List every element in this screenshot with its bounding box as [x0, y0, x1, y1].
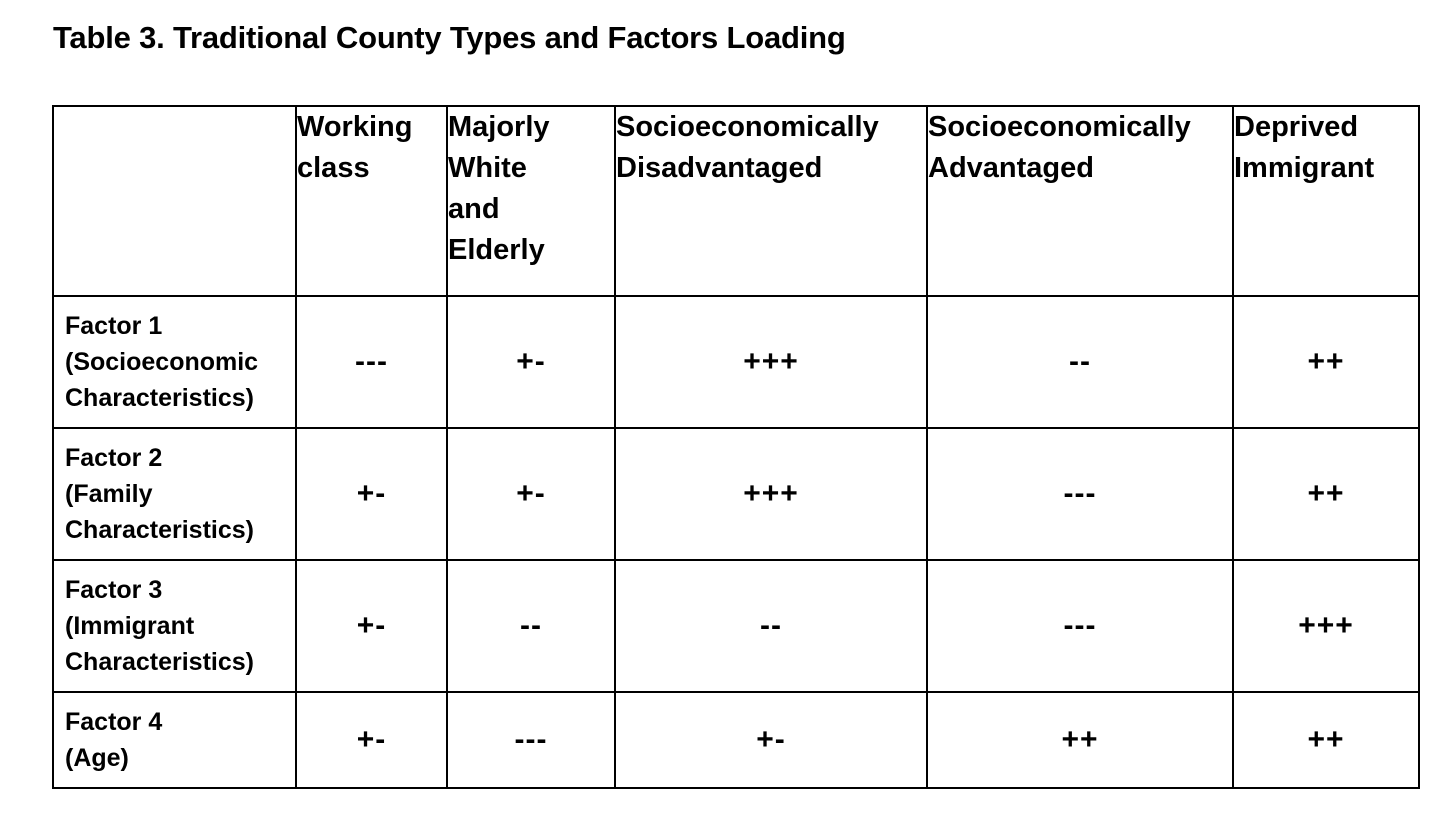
header-deprived-immigrant: Deprived Immigrant	[1232, 105, 1420, 297]
header-line: and	[448, 193, 500, 225]
cell-value: +-	[295, 559, 448, 693]
row-label-line: Factor 4	[65, 708, 163, 736]
row-label-factor-1: Factor 1 (Socioeconomic Characteristics)	[52, 295, 297, 429]
row-label-line: Characteristics)	[65, 648, 254, 676]
cell-value: +++	[614, 295, 928, 429]
row-label-line: (Family	[65, 480, 153, 508]
row-label-line: Factor 2	[65, 444, 163, 472]
row-label-line: (Age)	[65, 744, 129, 772]
header-majorly-white-elderly: Majorly White and Elderly	[446, 105, 616, 297]
cell-value: +++	[614, 427, 928, 561]
header-working-class: Working class	[295, 105, 448, 297]
header-row: Working class Majorly White and Elderly …	[52, 105, 1420, 297]
cell-value: ---	[926, 427, 1234, 561]
row-label-factor-4: Factor 4 (Age)	[52, 691, 297, 789]
row-label-factor-2: Factor 2 (Family Characteristics)	[52, 427, 297, 561]
factor-loading-table: Working class Majorly White and Elderly …	[52, 105, 1420, 789]
row-label-line: Factor 1	[65, 312, 163, 340]
cell-value: ++	[926, 691, 1234, 789]
header-line: Socioeconomically	[616, 111, 879, 143]
header-socioeconomically-advantaged: Socioeconomically Advantaged	[926, 105, 1234, 297]
header-line: Advantaged	[928, 152, 1094, 184]
cell-value: --	[446, 559, 616, 693]
table-row: Factor 2 (Family Characteristics) +- +- …	[52, 427, 1420, 561]
header-socioeconomically-disadvantaged: Socioeconomically Disadvantaged	[614, 105, 928, 297]
row-label-line: (Immigrant	[65, 612, 195, 640]
table-row: Factor 3 (Immigrant Characteristics) +- …	[52, 559, 1420, 693]
header-line: Immigrant	[1234, 152, 1375, 184]
cell-value: +-	[295, 427, 448, 561]
cell-value: +++	[1232, 559, 1420, 693]
header-line: Deprived	[1234, 111, 1359, 143]
row-label-line: Factor 3	[65, 576, 163, 604]
cell-value: +-	[446, 427, 616, 561]
header-line: Elderly	[448, 234, 545, 266]
cell-value: ---	[295, 295, 448, 429]
cell-value: +-	[295, 691, 448, 789]
header-line: White	[448, 152, 527, 184]
cell-value: ++	[1232, 427, 1420, 561]
table-title: Table 3. Traditional County Types and Fa…	[53, 20, 846, 55]
row-label-line: (Socioeconomic	[65, 348, 259, 376]
row-label-line: Characteristics)	[65, 384, 254, 412]
table-row: Factor 4 (Age) +- --- +- ++ ++	[52, 691, 1420, 789]
cell-value: +-	[446, 295, 616, 429]
header-line: Disadvantaged	[616, 152, 823, 184]
header-line: Socioeconomically	[928, 111, 1191, 143]
header-line: Majorly	[448, 111, 550, 143]
cell-value: ++	[1232, 691, 1420, 789]
table-row: Factor 1 (Socioeconomic Characteristics)…	[52, 295, 1420, 429]
header-corner-cell	[52, 105, 297, 297]
cell-value: ++	[1232, 295, 1420, 429]
row-label-factor-3: Factor 3 (Immigrant Characteristics)	[52, 559, 297, 693]
header-line: class	[297, 152, 370, 184]
header-line: Working	[297, 111, 413, 143]
cell-value: ---	[446, 691, 616, 789]
cell-value: --	[614, 559, 928, 693]
cell-value: ---	[926, 559, 1234, 693]
row-label-line: Characteristics)	[65, 516, 254, 544]
cell-value: +-	[614, 691, 928, 789]
cell-value: --	[926, 295, 1234, 429]
